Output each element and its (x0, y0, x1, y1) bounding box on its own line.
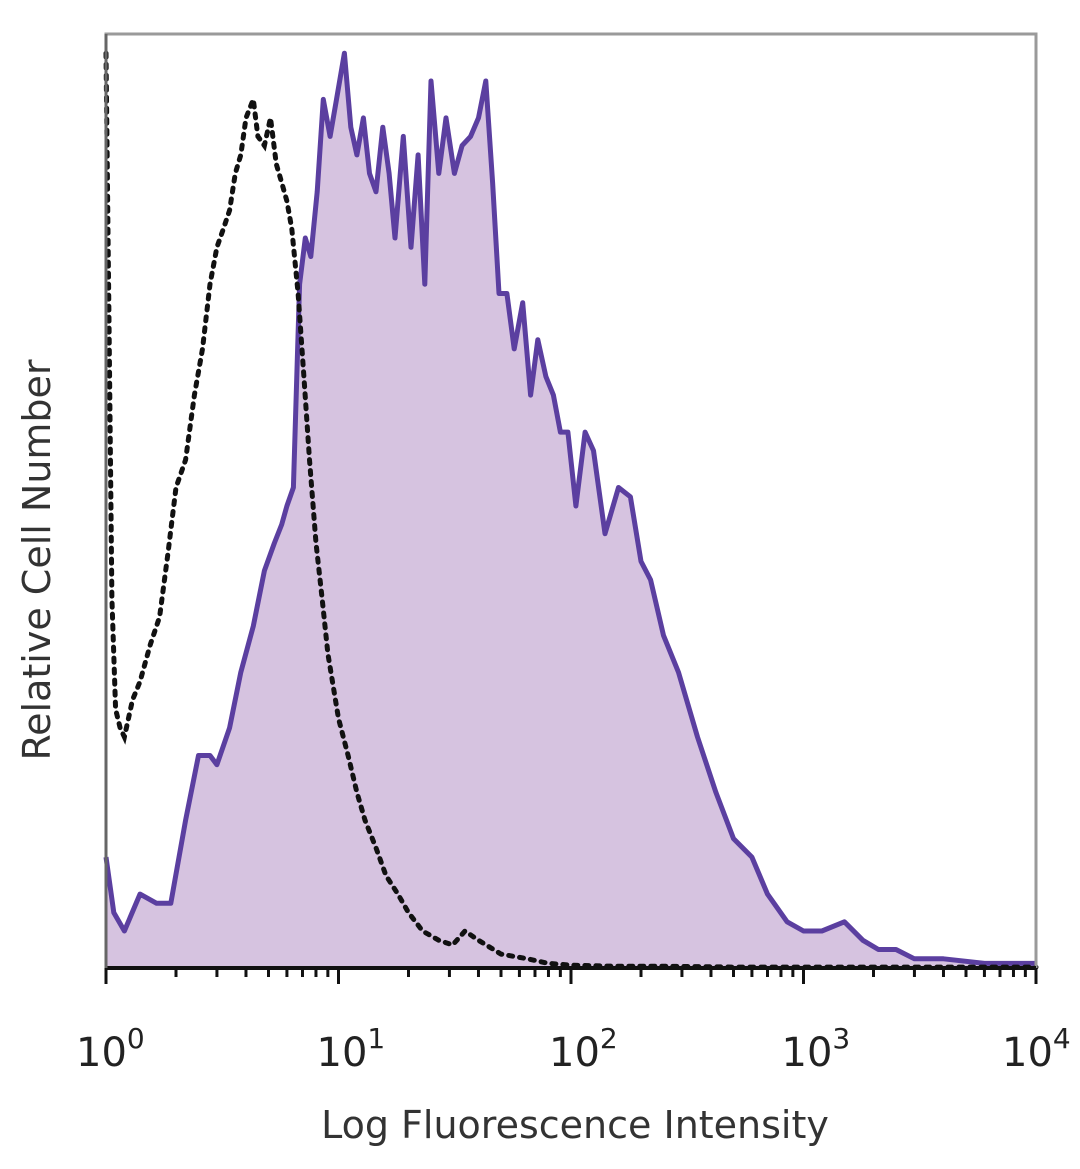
x-tick-exponent: 1 (367, 1022, 385, 1055)
x-tick-base: 10 (1002, 1030, 1053, 1076)
series-1-line (103, 50, 1039, 970)
x-tick-exponent: 0 (127, 1022, 145, 1055)
series-0-area (106, 53, 1036, 968)
x-axis-tick-labels: 100 101 102 103 104 (76, 1022, 1071, 1076)
x-tick-base: 10 (76, 1030, 127, 1076)
x-axis-ticks (104, 968, 1038, 984)
x-tick-exponent: 4 (1053, 1022, 1071, 1055)
x-tick-exponent: 3 (832, 1022, 850, 1055)
x-tick-label: 104 (1002, 1022, 1071, 1076)
plot-area (103, 50, 1039, 970)
series-0-line (103, 50, 1036, 966)
x-tick-label: 102 (549, 1022, 618, 1076)
x-tick-base: 10 (549, 1030, 600, 1076)
x-tick-exponent: 2 (600, 1022, 618, 1055)
x-tick-base: 10 (317, 1030, 368, 1076)
x-axis-title: Log Fluorescence Intensity (321, 1103, 829, 1147)
x-tick-label: 101 (317, 1022, 386, 1076)
x-tick-label: 100 (76, 1022, 145, 1076)
x-tick-base: 10 (782, 1030, 833, 1076)
x-tick-label: 103 (782, 1022, 851, 1076)
y-axis-title: Relative Cell Number (15, 359, 59, 760)
